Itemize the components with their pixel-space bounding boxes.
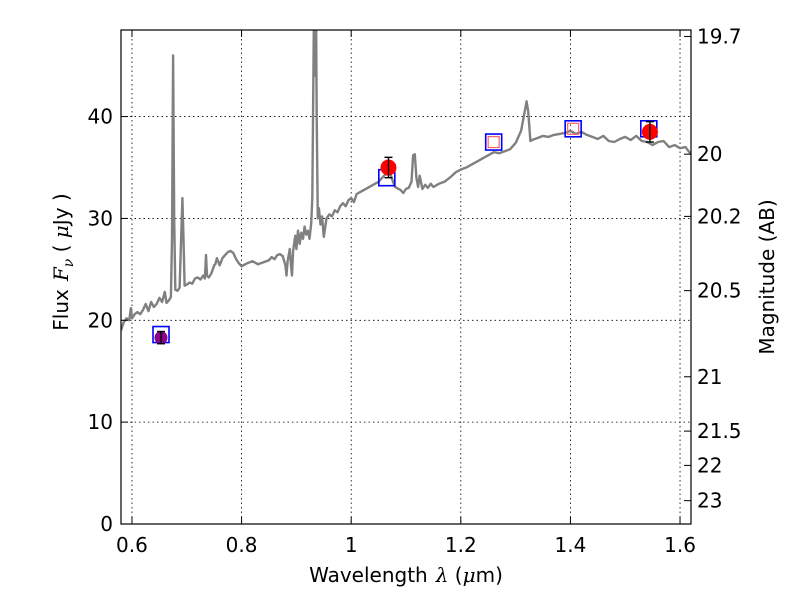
model-band-square <box>564 120 582 138</box>
x-tick-label: 0.8 <box>226 533 258 557</box>
model-band-inner-square <box>567 122 580 135</box>
magnitude-tick-label: 23 <box>697 489 722 513</box>
y-tick-label: 40 <box>88 105 113 129</box>
model-band-square <box>484 133 503 151</box>
spectrum-line <box>121 30 691 331</box>
y-tick-label: 30 <box>88 206 113 230</box>
x-tick-label: 1.6 <box>664 533 696 557</box>
x-tick-label: 1.4 <box>555 533 587 557</box>
model-band-inner-square <box>487 135 500 149</box>
magnitude-tick-label: 22 <box>697 453 722 477</box>
magnitude-tick-label: 21 <box>697 365 722 389</box>
observed-points <box>154 120 658 345</box>
magnitude-axis-ticks: 19.7 20 20.2 20.5 21 21.5 22 23 <box>684 24 742 513</box>
plot-frame <box>120 29 692 525</box>
y-axis-label: FluxFν ( μJy ) <box>49 193 77 330</box>
model-band-points <box>152 120 658 344</box>
y-tick-label: 10 <box>88 410 113 434</box>
x-tick-label: 0.6 <box>116 533 148 557</box>
x-tick-label: 1 <box>345 533 358 557</box>
magnitude-tick-label: 21.5 <box>697 419 742 443</box>
magnitude-tick-label: 19.7 <box>697 24 742 48</box>
y-tick-label: 20 <box>88 308 113 332</box>
magnitude-axis-label: Magnitude (AB) <box>755 199 779 354</box>
magnitude-tick-label: 20 <box>697 142 722 166</box>
x-axis-ticks: 0.6 0.8 1 1.2 1.4 1.6 <box>116 30 696 557</box>
model-spectrum <box>121 30 691 331</box>
magnitude-tick-label: 20.5 <box>697 279 742 303</box>
x-tick-label: 1.2 <box>445 533 477 557</box>
magnitude-tick-label: 20.2 <box>697 204 742 228</box>
x-axis-label: Wavelength λ (μm) <box>309 563 503 587</box>
y-tick-label: 0 <box>100 512 113 536</box>
y-axis-ticks: 0 10 20 30 40 <box>88 105 128 536</box>
